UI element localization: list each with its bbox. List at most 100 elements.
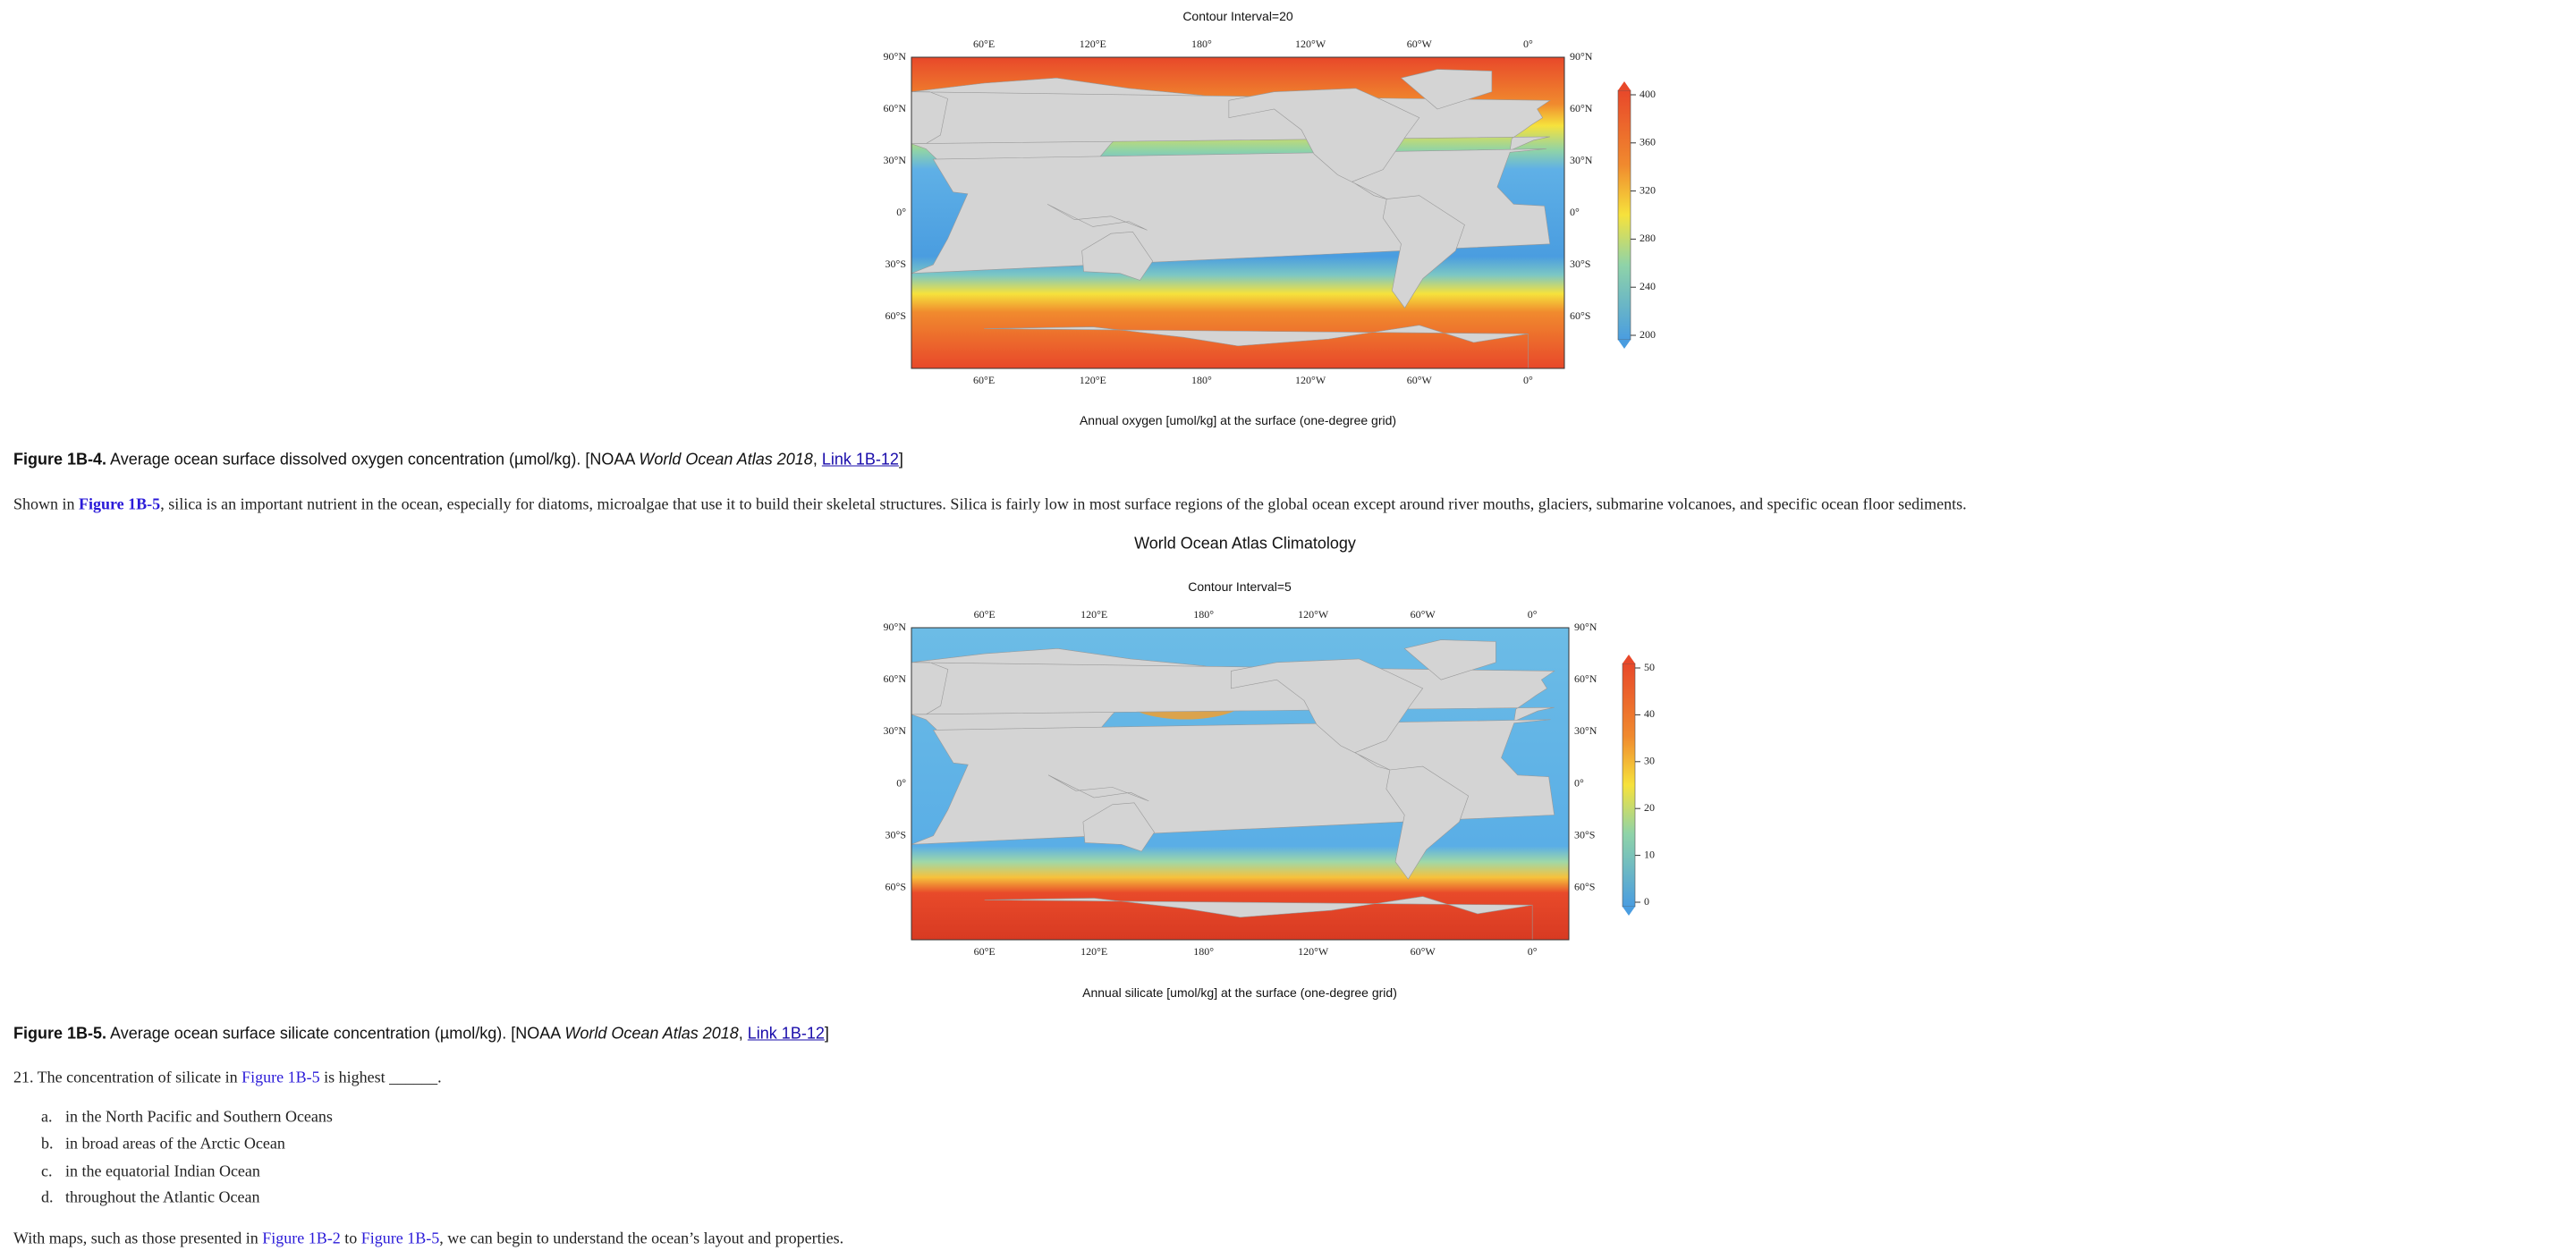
paragraph: With maps, such as those presented in Fi… [13,1229,843,1248]
land [426,803,497,851]
lon-label: 180° [1193,945,1214,958]
land [1403,639,1496,680]
caption-link[interactable]: Link 1B-12 [747,1024,825,1043]
colorbar [1617,89,1631,341]
land [749,70,839,109]
land [747,640,838,680]
colorbar-label: 20 [1644,801,1655,814]
land [911,148,1551,274]
colorbar-label: 30 [1644,755,1655,767]
caption-label: Figure 1B-5. [13,1024,107,1043]
lon-label: 60°E [973,38,995,50]
lon-label: 60°W [1407,374,1433,386]
land [911,719,1555,845]
colorbar [1622,663,1636,908]
lon-label: 120°W [1295,38,1326,50]
option-letter: d. [41,1187,54,1206]
lat-label: 90°N [884,50,907,63]
lat-label: 90°N [884,621,907,633]
colorbar-label: 200 [1640,328,1656,341]
lon-label: 60°E [974,608,996,621]
lat-label: 30°S [886,258,906,270]
lat-label: 0° [1570,206,1580,218]
figure-link[interactable]: Figure 1B-5 [360,1229,440,1247]
lat-label: 60°S [1574,881,1595,893]
land [1642,897,2190,940]
lat-label: 60°S [886,309,906,322]
lat-label: 30°S [1574,828,1595,841]
lat-label: 0° [1574,776,1584,789]
colorbar-end [1623,655,1635,663]
land [1082,802,1155,852]
land [331,325,875,368]
land [1081,231,1154,281]
lat-label: 60°N [1570,102,1593,114]
map [254,628,2190,940]
lon-label: 180° [1191,374,1212,386]
map-caption: Annual oxygen [umol/kg] at the surface (… [1079,413,1397,427]
land [1382,195,1465,308]
land [1700,204,1801,230]
lat-label: 0° [896,776,906,789]
option-letter: c. [41,1162,53,1180]
map-frame [911,56,1565,369]
contour-note: Contour Interval=5 [1188,579,1292,594]
caption-close: ] [898,450,903,469]
land [1230,658,1424,771]
figure-caption: Figure 1B-4. Average ocean surface disso… [13,451,903,469]
text: to [340,1229,361,1247]
land [254,720,897,845]
colorbar-end [1618,340,1631,349]
lon-label: 0° [1528,945,1538,958]
land [573,659,765,770]
figure-link[interactable]: Figure 1B-5 [79,494,161,513]
land [1888,659,2080,770]
lon-label: 0° [1528,608,1538,621]
figure-link[interactable]: Figure 1B-2 [262,1229,341,1247]
lon-label: 120°W [1298,945,1329,958]
land [1400,69,1493,110]
caption-sep: , [812,450,822,469]
lat-label: 30°N [884,724,907,737]
option-letter: b. [41,1134,54,1153]
caption-link[interactable]: Link 1B-12 [821,450,899,469]
land [2044,766,2126,879]
land [1563,91,1564,144]
figure-link[interactable]: Figure 1B-5 [242,1068,320,1086]
lat-label: 60°S [1570,309,1590,322]
lon-label: 120°E [1080,608,1107,621]
lat-label: 60°S [886,881,906,893]
caption-text: Average ocean surface silicate concentra… [106,1024,565,1043]
option-text: throughout the Atlantic Ocean [65,1187,260,1206]
caption-source: World Ocean Atlas 2018 [639,450,813,469]
colorbar-label: 240 [1640,280,1656,292]
question: 21. The concentration of silicate in Fig… [13,1069,442,1087]
option-text: in the equatorial Indian Ocean [65,1162,260,1180]
lon-label: 120°E [1080,38,1106,50]
land [1563,273,1564,274]
land [1385,765,1470,880]
lat-label: 30°S [1570,258,1590,270]
land [258,78,567,209]
colorbar-label: 10 [1644,848,1655,860]
lat-label: 30°N [884,154,907,166]
colorbar-label: 280 [1640,232,1656,244]
text: is highest ______. [319,1068,442,1086]
lat-label: 60°N [884,672,907,685]
colorbar-label: 50 [1644,661,1655,673]
lat-label: 60°N [1574,672,1597,685]
text: , we can begin to understand the ocean’s… [439,1229,844,1247]
option-text: in broad areas of the Arctic Ocean [65,1134,285,1153]
land [984,325,1529,368]
lat-label: 60°N [884,102,907,114]
land [2062,640,2153,680]
caption-source: World Ocean Atlas 2018 [564,1024,739,1043]
colorbar-end [1618,81,1631,90]
text: With maps, such as those presented in [13,1229,263,1247]
land [254,663,897,722]
caption-close: ] [824,1024,829,1043]
text: 21. The concentration of silicate in [13,1068,242,1086]
land [1046,204,1148,231]
colorbar-end [1623,907,1635,916]
